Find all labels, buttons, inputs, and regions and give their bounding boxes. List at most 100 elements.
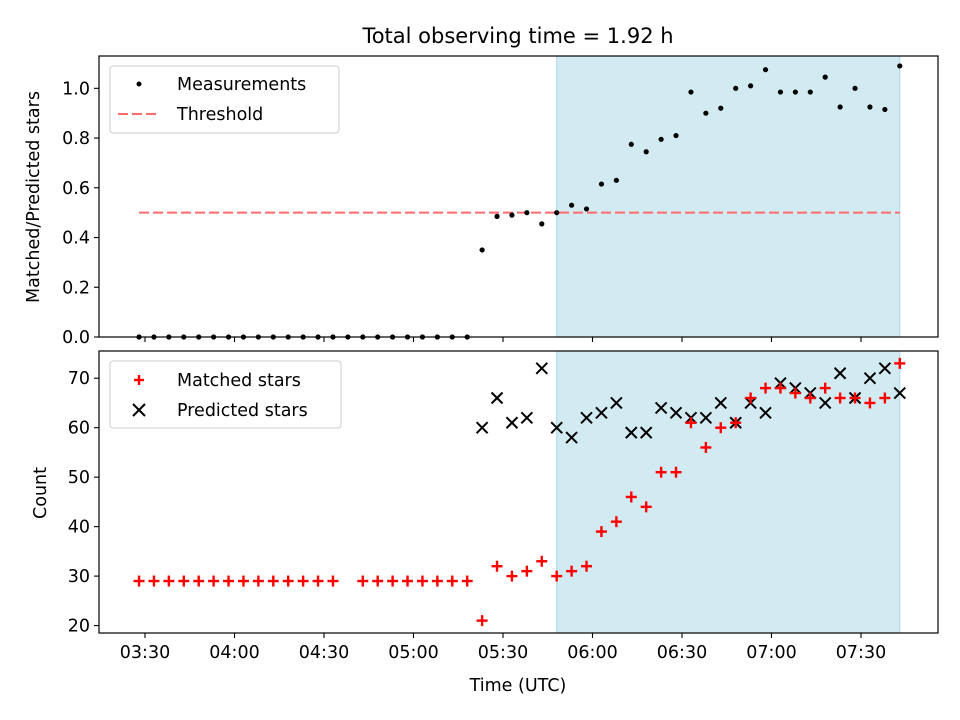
y-tick-label: 0.0: [62, 328, 90, 348]
measurement-point: [479, 247, 485, 253]
y-tick-label: 0.8: [62, 129, 90, 149]
x-tick-label: 06:30: [657, 643, 707, 663]
predicted-star-point: [475, 421, 489, 434]
matched-star-point: [163, 575, 175, 587]
matched-star-point: [849, 392, 861, 404]
measurement-point: [792, 89, 798, 95]
shaded-time-span: [556, 55, 901, 338]
legend: Measurements Threshold: [109, 65, 340, 134]
x-axis-ticks: 03:30 04:00 04:30 05:00 05:30 06:00 06:30 07:00…: [120, 633, 886, 663]
ratio-panel: Total observing time = 1.92 h 0.00.20.40…: [24, 24, 939, 348]
matched-star-point: [476, 615, 488, 627]
matched-star-point: [834, 392, 846, 404]
matched-star-point: [223, 575, 235, 587]
matched-star-point: [208, 575, 220, 587]
legend-measurement-marker: [136, 81, 142, 87]
matched-star-point: [864, 397, 876, 409]
measurement-point: [852, 85, 858, 91]
measurement-point: [703, 110, 709, 116]
legend-box: [109, 65, 340, 134]
matched-star-point: [178, 575, 190, 587]
matched-star-point: [700, 441, 712, 453]
y-tick-label: 0.2: [62, 278, 90, 298]
chart-title: Total observing time = 1.92 h: [361, 24, 673, 48]
x-tick-label: 07:00: [746, 643, 796, 663]
matched-star-point: [595, 526, 607, 538]
measurement-point: [777, 89, 784, 95]
matched-star-point: [282, 575, 294, 587]
predicted-star-point: [520, 411, 534, 424]
predicted-star-point: [833, 367, 847, 380]
matched-star-point: [461, 575, 473, 587]
x-tick-label: 03:30: [120, 643, 170, 663]
matched-star-point: [297, 575, 309, 587]
measurement-point: [643, 149, 649, 155]
matched-star-point: [267, 575, 279, 587]
predicted-star-point: [863, 372, 877, 385]
measurement-point: [569, 202, 575, 208]
legend-predicted-marker: [132, 403, 146, 417]
matched-star-point: [685, 417, 697, 429]
x-axis-label: Time (UTC): [469, 676, 567, 696]
predicted-star-point: [550, 421, 563, 434]
matched-star-point: [715, 422, 727, 434]
matched-star-point: [372, 575, 384, 587]
matched-star-point: [446, 575, 458, 587]
matched-star-point: [193, 575, 205, 587]
matched-star-point: [774, 382, 786, 394]
x-tick-label: 04:00: [209, 643, 259, 663]
predicted-star-point: [818, 396, 832, 410]
predicted-star-point: [610, 396, 623, 410]
matched-star-point: [745, 392, 757, 404]
y-axis-label: Count: [31, 467, 51, 519]
y-axis-label: Matched/Predicted stars: [24, 91, 44, 303]
measurement-point: [494, 213, 500, 219]
matched-star-point: [610, 516, 622, 528]
measurement-point: [509, 212, 515, 218]
measurement-point: [613, 177, 619, 183]
matched-star-point: [789, 387, 801, 399]
matched-star-point: [730, 417, 742, 429]
y-tick-label: 40: [68, 518, 90, 538]
predicted-star-point: [505, 416, 519, 429]
predicted-star-point: [893, 386, 906, 400]
matched-star-point: [237, 575, 249, 587]
matched-star-point: [551, 570, 563, 582]
predicted-star-point: [595, 406, 608, 420]
legend: Matched stars Predicted stars: [109, 360, 342, 429]
matched-star-point: [894, 357, 906, 369]
matched-star-point: [566, 565, 578, 577]
matched-stars-points: [133, 357, 906, 627]
predicted-star-point: [580, 411, 593, 424]
predicted-star-point: [699, 411, 713, 424]
legend-label-threshold: Threshold: [176, 105, 263, 125]
predicted-star-point: [714, 396, 727, 410]
matched-star-point: [819, 382, 831, 394]
matched-star-point: [387, 575, 399, 587]
y-tick-label: 20: [68, 617, 90, 637]
matched-star-point: [357, 575, 369, 587]
measurement-points: [136, 63, 903, 340]
matched-star-point: [491, 560, 503, 572]
matched-star-point: [416, 575, 428, 587]
matched-star-point: [670, 466, 682, 478]
measurement-point: [718, 105, 724, 111]
predicted-star-point: [490, 391, 504, 405]
measurement-point: [673, 132, 679, 139]
x-tick-label: 05:30: [478, 643, 528, 663]
matched-star-point: [521, 565, 533, 577]
predicted-star-point: [625, 426, 638, 439]
measurement-point: [658, 136, 664, 142]
matched-star-point: [760, 382, 772, 394]
x-tick-label: 06:00: [567, 643, 617, 663]
shaded-time-span: [556, 350, 901, 634]
y-tick-label: 50: [68, 468, 90, 488]
measurement-point: [598, 181, 605, 187]
measurement-point: [628, 141, 634, 147]
predicted-star-point: [565, 431, 578, 444]
matched-star-point: [536, 555, 548, 567]
legend-label-matched: Matched stars: [177, 371, 301, 391]
matched-star-point: [148, 575, 160, 587]
measurement-point: [539, 221, 545, 227]
plot-frame: [98, 350, 939, 634]
